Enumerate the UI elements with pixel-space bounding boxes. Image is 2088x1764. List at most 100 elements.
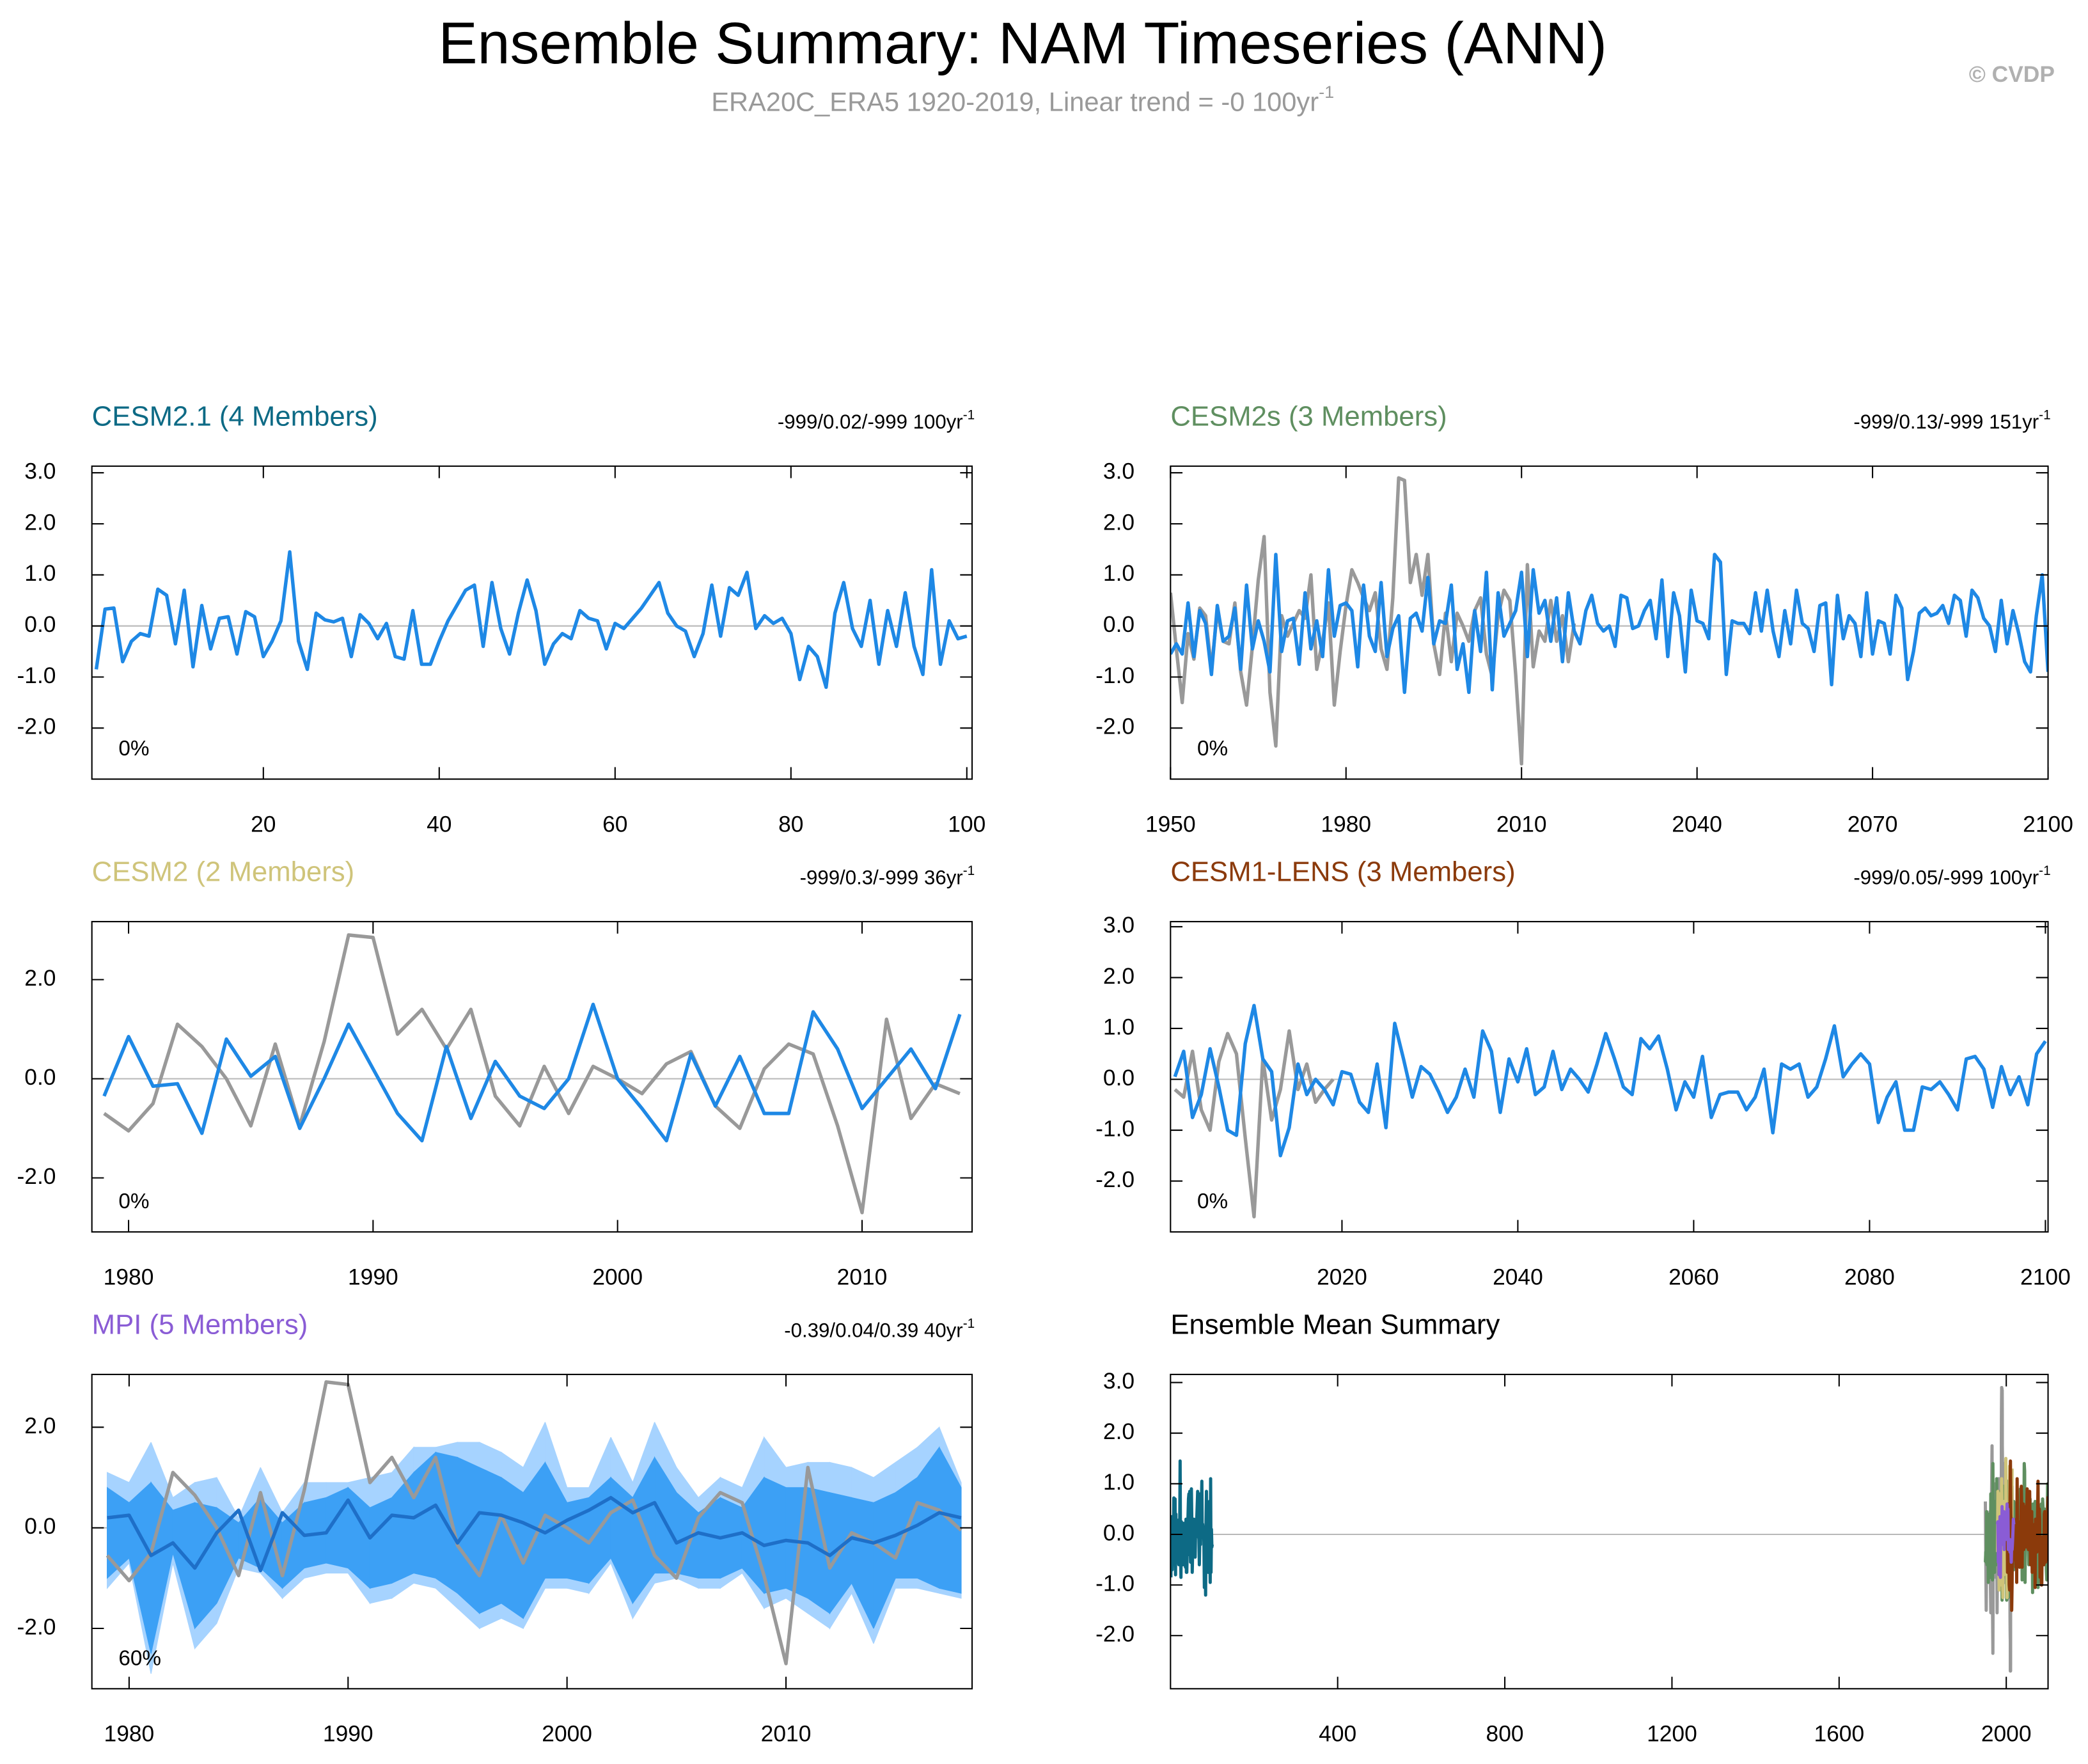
copyright: © CVDP xyxy=(1969,62,2055,87)
stats-text: -999/0.02/-999 100yr xyxy=(778,411,963,433)
line-series xyxy=(107,1495,962,1573)
plot-frame xyxy=(1170,1373,2049,1690)
x-tick-label: 80 xyxy=(778,812,803,837)
panel-title: CESM2.1 (4 Members) xyxy=(92,400,378,432)
y-tick-label: 3.0 xyxy=(1103,1369,1134,1394)
stats-superscript: -1 xyxy=(963,863,975,878)
x-tick-label: 1980 xyxy=(104,1722,155,1747)
stats-text: -999/0.05/-999 100yr xyxy=(1853,867,2039,889)
line-series xyxy=(1170,553,2048,695)
y-tick-label: 2.0 xyxy=(24,510,56,535)
panel-stats: -999/0.02/-999 100yr-1 xyxy=(778,407,975,433)
line-series xyxy=(94,550,968,689)
plot-frame xyxy=(91,465,973,780)
panel-stats: -999/0.05/-999 100yr-1 xyxy=(1853,863,2050,888)
plot-frame xyxy=(1170,920,2049,1233)
plot-area xyxy=(1170,1385,2048,1673)
percent-note: 60% xyxy=(118,1646,161,1670)
y-tick-label: 2.0 xyxy=(1103,1419,1134,1444)
percent-note: 0% xyxy=(1197,1190,1228,1213)
plot-area xyxy=(1170,476,2048,766)
x-tick-label: 1980 xyxy=(104,1264,154,1289)
y-tick-label: 3.0 xyxy=(1103,913,1134,938)
plot-frame xyxy=(1170,465,2049,780)
spread-band xyxy=(501,1476,524,1619)
x-tick-label: 1200 xyxy=(1647,1722,1697,1747)
plot-area xyxy=(1170,1004,2048,1218)
line-series xyxy=(1174,1029,1335,1218)
subtitle-text: ERA20C_ERA5 1920-2019, Linear trend = -0… xyxy=(711,86,1319,116)
panel-title: CESM2 (2 Members) xyxy=(92,856,355,888)
stats-superscript: -1 xyxy=(963,1316,975,1330)
plot-area xyxy=(91,1380,973,1674)
y-tick-label: 0.0 xyxy=(24,612,56,637)
x-tick-label: 2000 xyxy=(1981,1722,2032,1747)
x-tick-label: 20 xyxy=(251,812,276,837)
spread-band xyxy=(457,1456,480,1614)
x-tick-label: 1990 xyxy=(323,1722,373,1747)
x-tick-label: 2100 xyxy=(2023,812,2073,837)
line-series xyxy=(106,1380,962,1666)
x-tick-label: 1990 xyxy=(348,1264,398,1289)
y-tick-label: 0.0 xyxy=(1103,1066,1134,1091)
spread-band xyxy=(369,1497,393,1589)
panel-title: MPI (5 Members) xyxy=(92,1309,308,1341)
x-tick-label: 2010 xyxy=(1496,812,1547,837)
page-subtitle: ERA20C_ERA5 1920-2019, Linear trend = -0… xyxy=(711,83,1334,117)
y-tick-label: -2.0 xyxy=(17,1164,56,1189)
stats-superscript: -1 xyxy=(963,407,975,422)
y-tick-label: -1.0 xyxy=(1095,663,1134,688)
y-tick-label: -2.0 xyxy=(1095,714,1134,739)
y-tick-label: 1.0 xyxy=(1103,561,1134,586)
y-tick-label: 0.0 xyxy=(24,1514,56,1539)
y-tick-label: 0.0 xyxy=(1103,612,1134,637)
y-tick-label: -1.0 xyxy=(1095,1116,1134,1141)
y-tick-label: 2.0 xyxy=(24,1414,56,1438)
panel-stats: -999/0.3/-999 36yr-1 xyxy=(800,863,975,888)
x-tick-label: 2100 xyxy=(2020,1264,2071,1289)
spread-band xyxy=(764,1477,787,1594)
y-tick-label: 0.0 xyxy=(1103,1520,1134,1545)
y-tick-label: -2.0 xyxy=(1095,1622,1134,1647)
y-tick-label: 2.0 xyxy=(1103,964,1134,989)
line-series xyxy=(1173,1004,2047,1158)
plot-area xyxy=(91,550,973,689)
y-tick-label: 3.0 xyxy=(1103,459,1134,484)
x-tick-label: 2010 xyxy=(837,1264,888,1289)
y-tick-label: 3.0 xyxy=(24,459,56,484)
y-tick-label: 1.0 xyxy=(1103,1014,1134,1039)
plot-frame xyxy=(91,1373,973,1690)
x-tick-label: 2070 xyxy=(1848,812,1898,837)
x-tick-label: 60 xyxy=(602,812,627,837)
stats-superscript: -1 xyxy=(2039,863,2051,878)
panel-title: Ensemble Mean Summary xyxy=(1170,1309,1500,1341)
x-tick-label: 2060 xyxy=(1668,1264,1719,1289)
plot-area xyxy=(91,933,973,1215)
x-tick-label: 800 xyxy=(1486,1722,1524,1747)
subtitle-superscript: -1 xyxy=(1319,83,1334,102)
percent-note: 0% xyxy=(1197,737,1228,760)
x-tick-label: 1600 xyxy=(1814,1722,1864,1747)
x-tick-label: 1980 xyxy=(1321,812,1371,837)
panel-stats: -0.39/0.04/0.39 40yr-1 xyxy=(784,1316,975,1341)
y-tick-label: -2.0 xyxy=(17,714,56,739)
stats-text: -0.39/0.04/0.39 40yr xyxy=(784,1319,962,1342)
x-tick-label: 2000 xyxy=(542,1722,592,1747)
x-tick-label: 2080 xyxy=(1844,1264,1895,1289)
y-tick-label: -1.0 xyxy=(1095,1571,1134,1596)
plot-frame xyxy=(91,920,973,1233)
line-series xyxy=(1170,1459,1214,1597)
percent-note: 0% xyxy=(118,1190,149,1213)
panel-title: CESM1-LENS (3 Members) xyxy=(1170,856,1515,888)
x-tick-label: 40 xyxy=(427,812,451,837)
line-series xyxy=(103,933,961,1215)
stats-text: -999/0.3/-999 36yr xyxy=(800,867,963,889)
x-tick-label: 2040 xyxy=(1493,1264,1543,1289)
line-series xyxy=(102,1002,962,1143)
panel-title: CESM2s (3 Members) xyxy=(1170,400,1447,432)
x-tick-label: 100 xyxy=(948,812,985,837)
y-tick-label: 2.0 xyxy=(1103,510,1134,535)
line-series xyxy=(1996,1502,2016,1579)
